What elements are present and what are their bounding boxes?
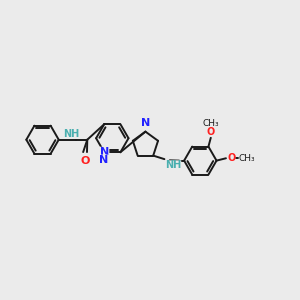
Text: CH₃: CH₃ xyxy=(202,119,219,128)
Text: O: O xyxy=(227,153,236,163)
Text: O: O xyxy=(80,156,90,166)
Text: NH: NH xyxy=(165,160,181,170)
Text: N: N xyxy=(100,147,109,157)
Text: O: O xyxy=(207,127,215,136)
Text: CH₃: CH₃ xyxy=(238,154,255,163)
Text: N: N xyxy=(141,118,150,128)
Text: N: N xyxy=(99,154,108,165)
Text: NH: NH xyxy=(63,129,79,139)
